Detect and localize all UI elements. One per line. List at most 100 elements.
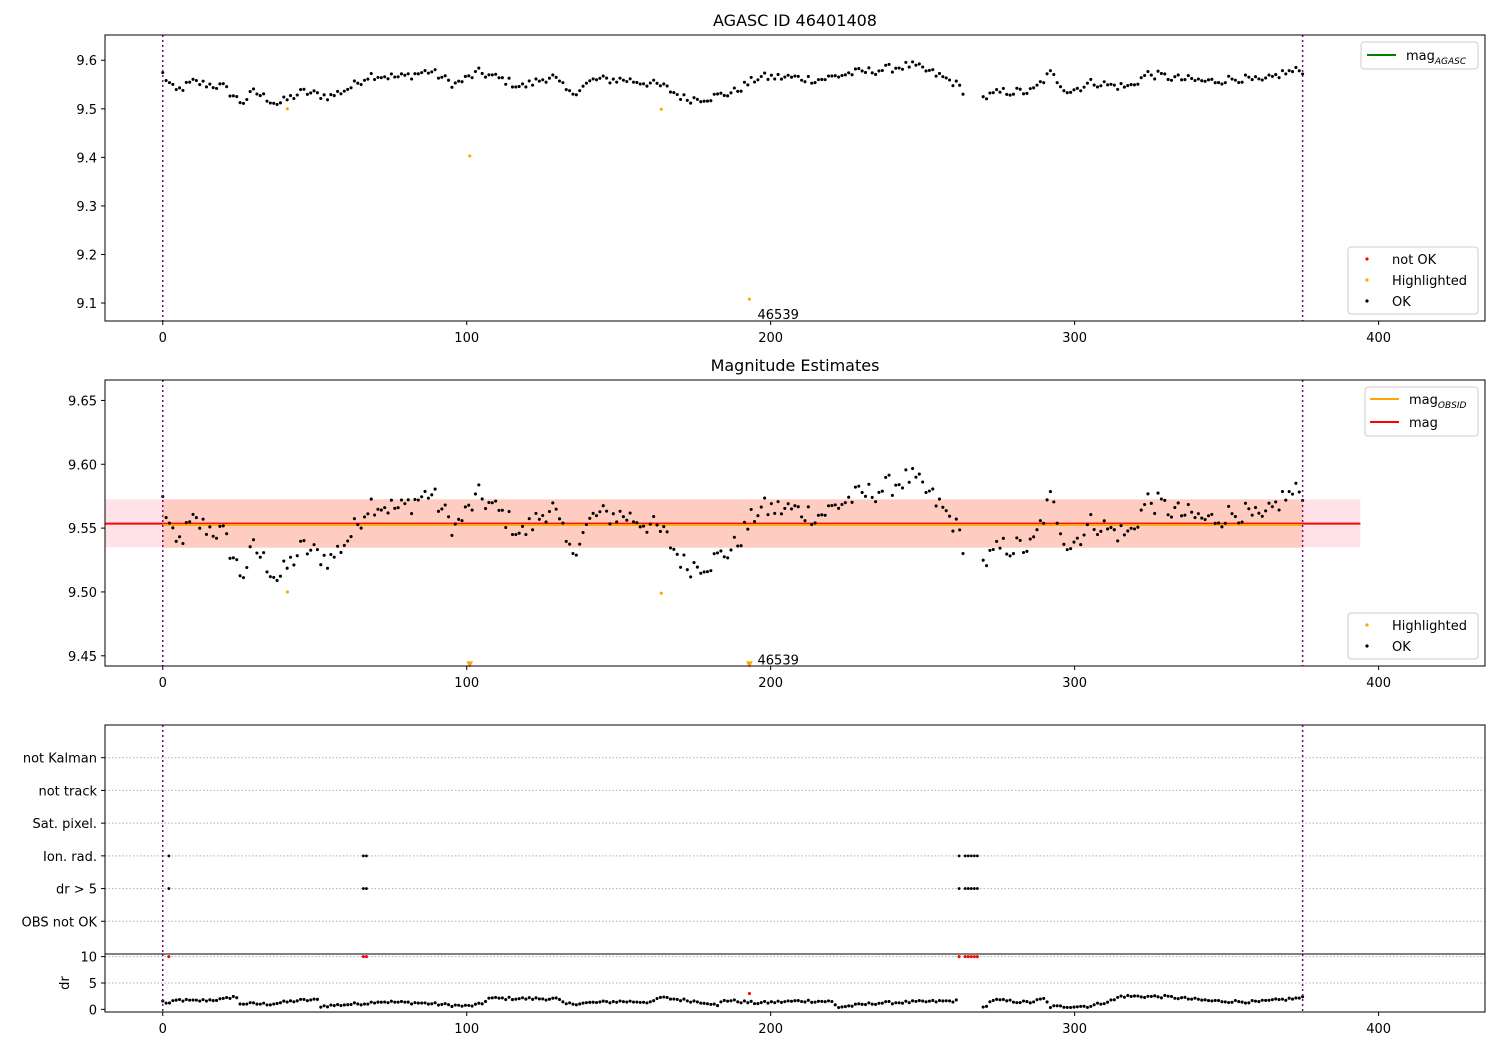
ok-point <box>884 1000 888 1004</box>
ok-point <box>705 99 710 103</box>
flag-point <box>957 854 961 858</box>
ok-point <box>615 80 619 84</box>
ok-point <box>763 999 767 1003</box>
ok-point <box>373 1001 377 1005</box>
ok-point <box>507 995 511 999</box>
ok-point <box>736 544 740 548</box>
ok-point <box>998 90 1002 94</box>
y-tick-label: 9.5 <box>76 103 97 118</box>
ok-point <box>843 501 847 505</box>
x-tick-label: 0 <box>159 676 167 691</box>
ok-point <box>1166 77 1170 81</box>
ok-point <box>1092 527 1096 532</box>
ok-point <box>571 1002 575 1006</box>
ok-point <box>588 79 592 83</box>
ok-point <box>702 1001 706 1005</box>
ok-point <box>1122 85 1126 89</box>
x-tick-label: 200 <box>758 676 783 691</box>
ok-point <box>420 1001 424 1005</box>
ok-point <box>302 539 306 543</box>
ok-point <box>937 71 942 76</box>
ok-point <box>773 1001 777 1005</box>
ok-point <box>958 83 962 87</box>
ok-point <box>383 75 387 79</box>
x-tick-label: 300 <box>1062 331 1087 346</box>
ok-point <box>1116 995 1120 999</box>
not-ok-point <box>966 955 970 959</box>
ok-point <box>403 73 407 77</box>
ok-point <box>830 74 834 78</box>
ok-point <box>1277 76 1281 80</box>
ok-point <box>689 575 693 579</box>
ok-point <box>937 497 942 501</box>
ok-point <box>756 78 760 82</box>
ok-point <box>995 88 999 92</box>
ok-point <box>776 999 780 1003</box>
ok-point <box>544 998 548 1002</box>
ok-point <box>1018 1001 1022 1005</box>
ok-point <box>991 547 995 552</box>
y-tick-label: 10 <box>80 951 97 966</box>
ok-point <box>594 1001 599 1005</box>
ok-point <box>1143 995 1147 1000</box>
highlighted-point <box>285 107 289 111</box>
ok-point <box>312 543 316 547</box>
ok-point <box>453 522 457 526</box>
ok-point <box>228 996 232 1000</box>
ok-point <box>339 1003 343 1008</box>
x-tick-label: 200 <box>758 331 783 346</box>
ok-point <box>954 517 958 521</box>
ok-point <box>312 89 316 93</box>
ok-legend-label: OK <box>1392 295 1411 310</box>
highlighted-legend-marker <box>1365 278 1369 282</box>
ok-point <box>769 73 773 77</box>
ok-point <box>1028 537 1032 541</box>
ok-point <box>302 87 306 91</box>
ok-point <box>934 504 938 508</box>
ok-point <box>393 75 397 79</box>
ok-point <box>1227 504 1231 508</box>
flag-row-label: not Kalman <box>23 752 97 767</box>
ok-point <box>806 998 810 1002</box>
ok-point <box>793 999 797 1003</box>
ok-point <box>880 1001 884 1005</box>
ok-point <box>181 999 185 1003</box>
ok-point <box>1267 73 1271 77</box>
ok-point <box>436 76 441 80</box>
ok-point <box>248 1001 252 1005</box>
ok-point <box>1116 539 1120 543</box>
ok-point <box>251 87 256 91</box>
ok-point <box>652 515 656 519</box>
ok-point <box>850 1004 854 1008</box>
ok-point <box>860 490 864 494</box>
ok-point <box>467 74 471 78</box>
ok-point <box>1277 998 1281 1002</box>
ok-point <box>161 999 165 1003</box>
ok-point <box>504 82 508 86</box>
ok-point <box>705 1002 710 1006</box>
ok-point <box>1052 1004 1056 1008</box>
ok-point <box>675 92 679 97</box>
ok-point <box>258 94 262 98</box>
ok-point <box>383 506 387 510</box>
ok-point <box>705 570 710 574</box>
y-tick-label: 9.4 <box>76 151 97 166</box>
ok-point <box>1274 997 1278 1001</box>
ok-point <box>746 527 750 531</box>
ok-point <box>739 89 743 93</box>
ok-point <box>870 495 874 499</box>
x-tick-label: 100 <box>454 331 479 346</box>
ok-point <box>1139 76 1143 80</box>
ok-point <box>1136 994 1140 998</box>
ok-point <box>1042 81 1046 85</box>
ok-point <box>608 1001 612 1005</box>
ok-point <box>389 498 393 502</box>
ok-point <box>403 502 407 506</box>
ok-point <box>194 516 198 520</box>
ok-point <box>1230 512 1234 516</box>
ok-point <box>1139 995 1143 999</box>
highlighted-point <box>285 590 289 594</box>
y-tick-label: 5 <box>89 977 97 992</box>
highlighted-marker <box>746 661 753 668</box>
ok-point <box>1223 521 1227 525</box>
